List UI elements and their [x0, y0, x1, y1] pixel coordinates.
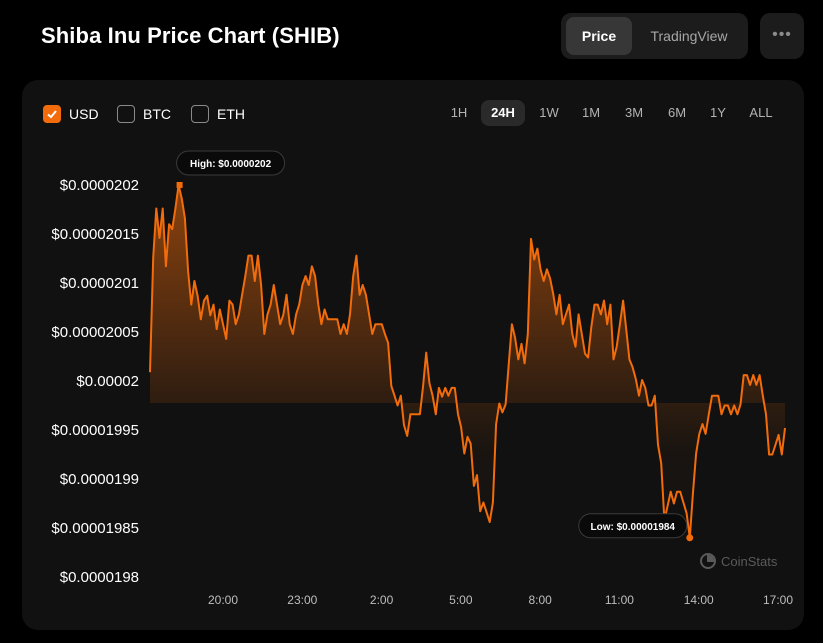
y-tick-label: $0.00002 [76, 373, 139, 390]
high-marker [176, 182, 183, 188]
currency-label: ETH [217, 106, 245, 122]
coinstats-logo-icon [700, 553, 716, 569]
currency-eth[interactable]: ETH [191, 104, 245, 124]
y-tick-label: $0.00001995 [51, 422, 139, 439]
currency-label: USD [69, 106, 99, 122]
low-marker [686, 534, 694, 542]
currency-btc[interactable]: BTC [117, 104, 171, 124]
y-tick-label: $0.00002015 [51, 226, 139, 243]
more-horizontal-icon: ••• [772, 26, 792, 43]
coinstats-logo: CoinStats [700, 553, 777, 569]
price-line [149, 184, 786, 539]
more-button[interactable]: ••• [760, 13, 804, 59]
timeframe-all[interactable]: ALL [749, 105, 773, 120]
y-tick-label: $0.00002005 [51, 324, 139, 341]
brand-name: CoinStats [721, 553, 778, 569]
y-tick-label: $0.00001985 [51, 520, 139, 537]
high-label: High: $0.0000202 [190, 159, 272, 170]
timeframe-6m[interactable]: 6M [667, 105, 687, 120]
tab-tradingview[interactable]: TradingView [650, 28, 728, 44]
x-tick-label: 23:00 [287, 593, 317, 607]
high-tooltip [176, 150, 286, 176]
x-tick-label: 20:00 [208, 593, 238, 607]
checkbox-checked-icon[interactable] [43, 105, 61, 123]
low-tooltip [578, 513, 688, 539]
timeframe-1y[interactable]: 1Y [710, 105, 726, 120]
x-tick-label: 17:00 [763, 593, 793, 607]
timeframe-1h[interactable]: 1H [450, 105, 468, 120]
currency-label: BTC [143, 106, 171, 122]
tab-price[interactable]: Price [566, 17, 632, 55]
timeframe-1m[interactable]: 1M [581, 105, 601, 120]
x-tick-label: 5:00 [449, 593, 473, 607]
x-tick-label: 14:00 [684, 593, 714, 607]
price-area [150, 185, 785, 538]
timeframe-3m[interactable]: 3M [624, 105, 644, 120]
low-label: Low: $0.00001984 [591, 522, 676, 533]
page-title: Shiba Inu Price Chart (SHIB) [41, 23, 340, 48]
y-tick-label: $0.0000198 [60, 569, 139, 586]
x-tick-label: 2:00 [370, 593, 394, 607]
timeframe-1w[interactable]: 1W [539, 105, 559, 120]
timeframe-24h[interactable]: 24H [481, 100, 525, 126]
checkbox-unchecked-icon[interactable] [117, 105, 135, 123]
checkbox-unchecked-icon[interactable] [191, 105, 209, 123]
currency-usd[interactable]: USD [43, 104, 99, 124]
y-tick-label: $0.0000202 [60, 177, 139, 194]
view-toggle: Price TradingView [561, 13, 748, 59]
y-tick-label: $0.0000201 [60, 275, 139, 292]
y-tick-label: $0.0000199 [60, 471, 139, 488]
x-tick-label: 11:00 [605, 593, 634, 607]
x-tick-label: 8:00 [528, 593, 552, 607]
